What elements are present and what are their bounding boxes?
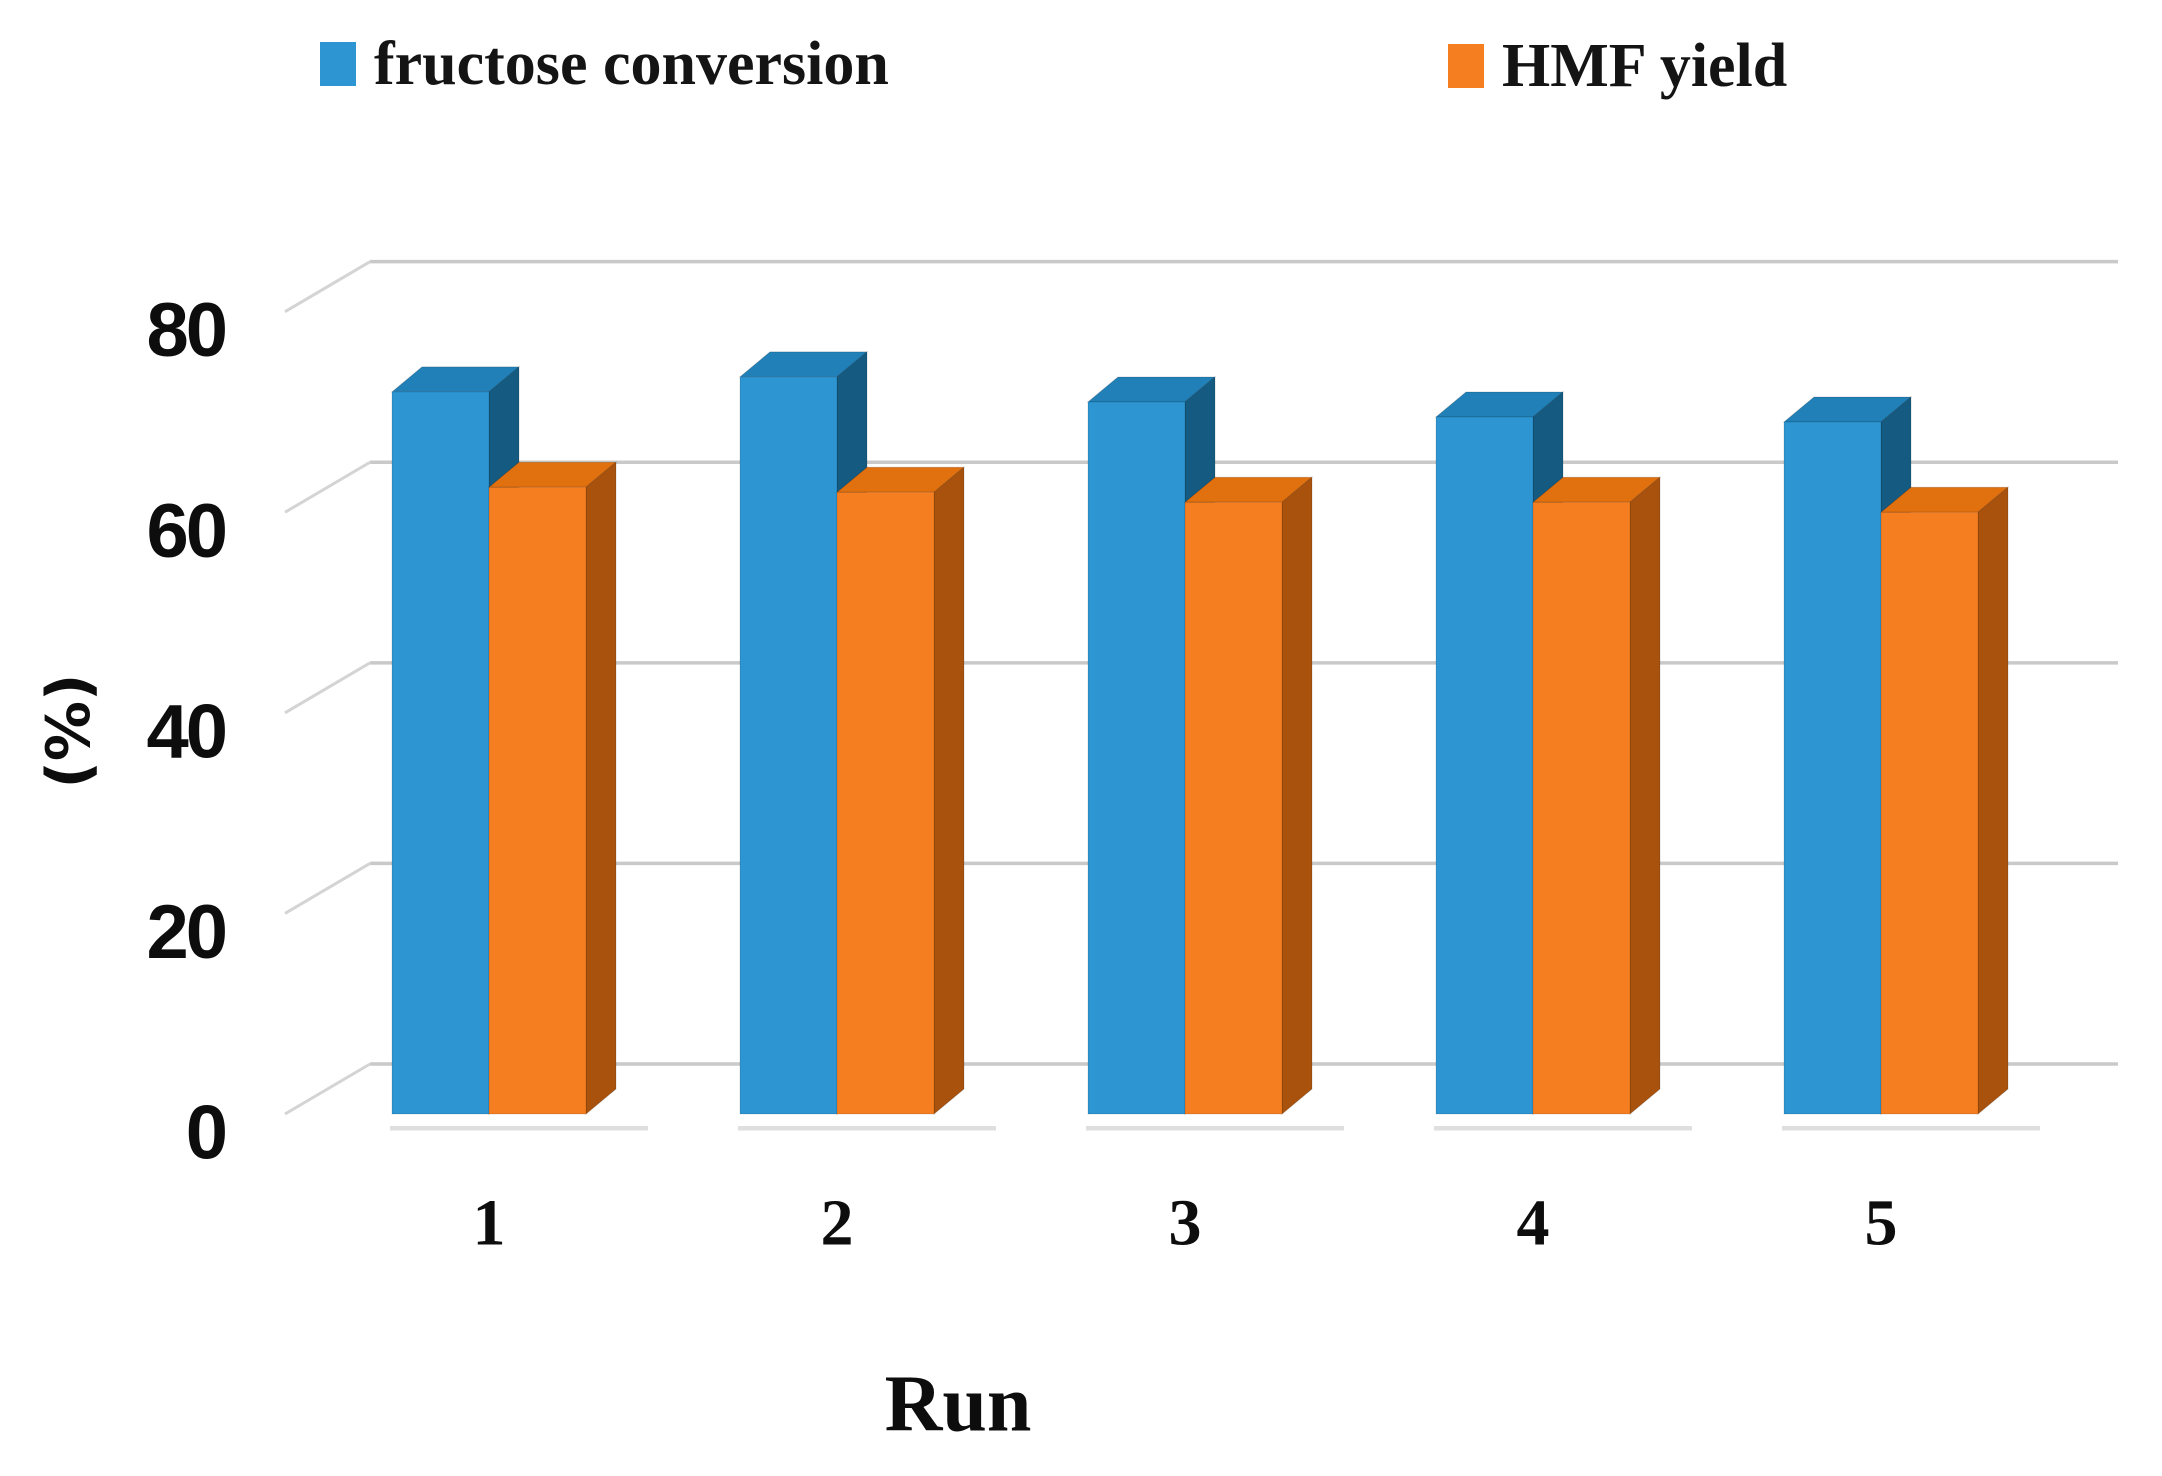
bar-hmf-yield-run-5 [1880,511,1979,1115]
bar-hmf-yield-run-4-side-face [1629,476,1661,1116]
x-category-label-3: 3 [1169,1187,1202,1260]
legend-item-fructose-conversion: fructose conversion [320,30,889,98]
bar-hmf-yield-run-5-side-face [1977,486,2009,1116]
bar-hmf-yield-run-2 [836,491,935,1115]
bar-hmf-yield-run-4 [1532,501,1631,1115]
bar-pair-shadow-1 [390,1126,648,1131]
legend-item-hmf-yield: HMF yield [1448,32,1787,100]
bar-fructose-conversion-run-3 [1087,401,1186,1115]
y-tick-label-0: 0 [186,1091,226,1176]
bar-fructose-conversion-run-4 [1435,416,1534,1115]
legend-label-hmf-yield: HMF yield [1502,31,1788,100]
bar-hmf-yield-run-3 [1184,501,1283,1115]
legend-label-fructose-conversion: fructose conversion [374,29,889,98]
gridline-diagonal-60 [284,460,371,514]
y-tick-label-40: 40 [146,689,225,774]
bar-fructose-conversion-run-5 [1783,421,1882,1115]
bar-pair-shadow-5 [1782,1126,2040,1131]
gridline-diagonal-20 [284,862,371,915]
bar-fructose-conversion-run-1 [391,391,490,1115]
x-category-label-4: 4 [1517,1187,1550,1260]
legend-swatch-hmf-yield [1448,44,1484,88]
x-category-label-2: 2 [821,1187,854,1260]
y-axis-title: (%) [34,673,104,789]
gridline-diagonal-40 [284,661,371,715]
x-axis-title: Run [884,1360,1032,1449]
x-category-label-1: 1 [473,1187,506,1260]
bar-fructose-conversion-run-2 [739,376,838,1115]
x-category-label-5: 5 [1865,1187,1898,1260]
bar-pair-shadow-4 [1434,1126,1692,1131]
y-tick-label-20: 20 [146,890,225,975]
bar-hmf-yield-run-1-side-face [585,461,617,1116]
bar-hmf-yield-run-2-side-face [933,466,965,1116]
gridline-diagonal-0 [284,1062,371,1116]
bar-pair-shadow-3 [1086,1126,1344,1131]
y-tick-label-60: 60 [146,489,225,574]
y-tick-label-80: 80 [146,288,225,373]
bar-pair-shadow-2 [738,1126,996,1131]
legend-swatch-fructose-conversion [320,42,356,86]
bar-hmf-yield-run-3-side-face [1281,476,1313,1116]
gridline-diagonal-80 [284,260,371,313]
bar-hmf-yield-run-1 [488,486,587,1115]
